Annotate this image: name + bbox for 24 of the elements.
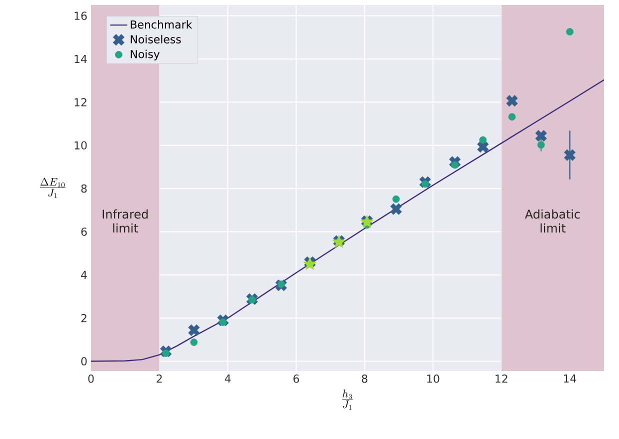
y-tick-label: 12	[74, 98, 86, 106]
y-tick-label: 2	[81, 314, 86, 322]
legend-label: Benchmark	[130, 20, 192, 29]
band-label: Infrared limit	[102, 209, 148, 232]
x-tick-label: 10	[427, 374, 440, 383]
y-tick-label: 10	[74, 141, 87, 150]
x-tick-label: 6	[293, 374, 299, 383]
x-tick-label: 12	[496, 374, 508, 383]
y-tick-label: 16	[74, 12, 87, 20]
y-tick-label: 8	[81, 184, 87, 193]
x-tick-label: 8	[362, 374, 368, 383]
legend-label: Noiseless	[130, 34, 181, 44]
x-axis-title: $\frac{h_3}{J_1}$	[342, 390, 353, 410]
x-tick-label: 2	[156, 374, 162, 383]
band-label: Adiabatic limit	[524, 209, 580, 232]
y-axis-title: $\frac{\Delta E_{10}}{J_1}$	[40, 178, 66, 198]
x-tick-label: 14	[564, 374, 576, 383]
x-tick-label: 4	[224, 374, 231, 383]
y-tick-label: 4	[81, 270, 87, 279]
y-tick-label: 14	[74, 54, 87, 63]
x-tick-label: 0	[88, 374, 94, 383]
legend-label: Noisy	[130, 50, 160, 60]
y-tick-label: 0	[81, 357, 87, 366]
y-tick-label: 6	[81, 228, 87, 236]
